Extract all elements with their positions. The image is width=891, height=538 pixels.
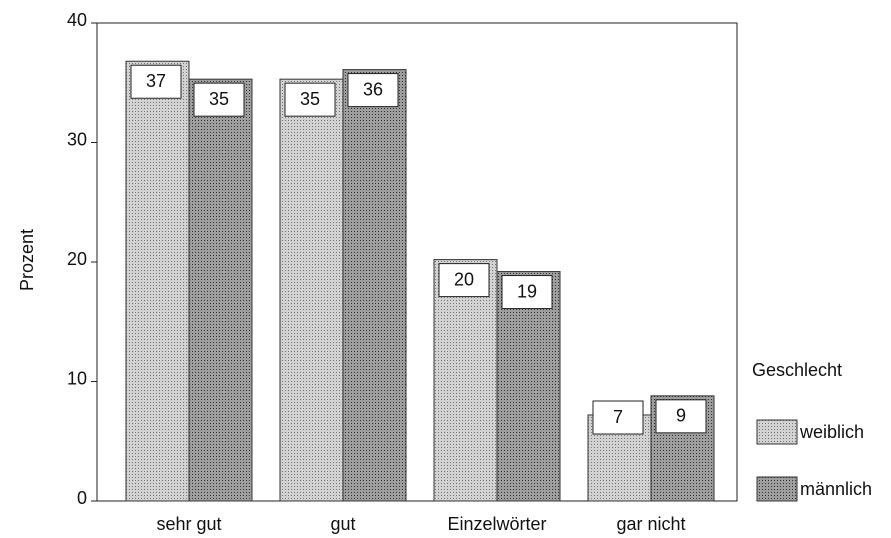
data-label-box xyxy=(347,73,399,108)
data-label-box xyxy=(592,400,644,435)
bar xyxy=(342,69,407,502)
bar xyxy=(433,259,498,502)
y-tick-label: 40 xyxy=(67,10,87,30)
y-tick-label: 0 xyxy=(77,488,87,508)
data-label-box xyxy=(130,64,182,99)
data-label: 9 xyxy=(676,406,686,426)
data-label-box xyxy=(655,399,707,434)
data-label: 20 xyxy=(454,269,474,289)
data-label: 36 xyxy=(363,79,383,99)
legend-label: männlich xyxy=(800,479,872,499)
bar xyxy=(125,60,190,502)
data-label: 7 xyxy=(613,407,623,427)
legend-title: Geschlecht xyxy=(752,360,842,380)
data-label: 37 xyxy=(146,71,166,91)
data-label-box xyxy=(193,82,245,117)
data-label-box xyxy=(501,275,553,310)
y-tick-label: 20 xyxy=(67,249,87,269)
bar xyxy=(279,78,344,502)
x-tick-label: gut xyxy=(330,514,355,534)
bar xyxy=(496,271,561,502)
data-label-box xyxy=(284,82,336,117)
x-tick-label: gar nicht xyxy=(616,514,685,534)
y-tick-label: 30 xyxy=(67,129,87,149)
legend-label: weiblich xyxy=(799,422,864,442)
legend-swatch xyxy=(756,419,798,445)
data-label: 35 xyxy=(209,89,229,109)
y-axis-title: Prozent xyxy=(17,229,37,291)
x-tick-label: Einzelwörter xyxy=(447,514,546,534)
bar xyxy=(188,78,253,502)
data-label: 35 xyxy=(300,89,320,109)
x-tick-label: sehr gut xyxy=(156,514,221,534)
data-label: 19 xyxy=(517,281,537,301)
y-tick-label: 10 xyxy=(67,368,87,388)
data-label-box xyxy=(438,263,490,298)
legend-swatch xyxy=(756,476,798,502)
